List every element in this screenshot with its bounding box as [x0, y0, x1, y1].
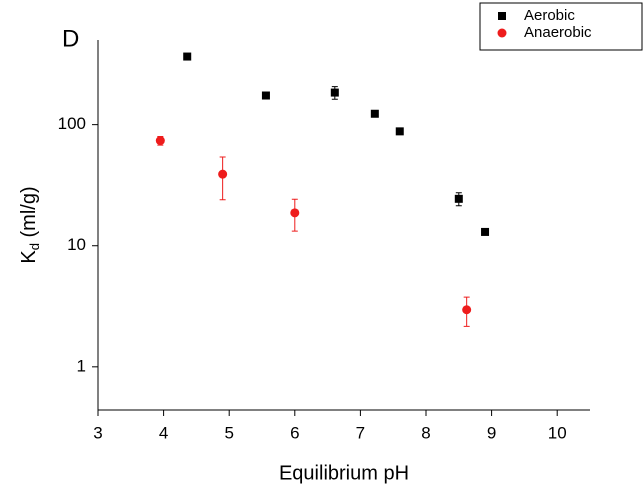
marker [454, 194, 463, 203]
x-tick-label: 10 [548, 423, 567, 442]
legend-box [479, 2, 643, 51]
marker [183, 52, 192, 61]
marker [155, 136, 165, 146]
x-tick-label: 8 [421, 423, 430, 442]
panel-label: D [62, 25, 79, 52]
y-label-sub: d [27, 243, 42, 250]
y-label-rest: (ml/g) [18, 186, 40, 243]
y-axis-label: Kd (ml/g) [18, 186, 42, 263]
y-tick-label: 10 [67, 235, 86, 254]
x-tick-label: 3 [93, 423, 102, 442]
marker [330, 88, 339, 97]
marker [218, 169, 228, 179]
x-tick-label: 5 [224, 423, 233, 442]
x-axis-label: Equilibrium pH [279, 462, 409, 484]
y-tick-label: 100 [58, 114, 86, 133]
y-label-base: K [18, 250, 40, 264]
marker [290, 208, 300, 218]
x-tick-label: 6 [290, 423, 299, 442]
y-tick-label: 1 [77, 356, 86, 375]
marker [497, 28, 507, 38]
marker [261, 91, 270, 100]
legend-label: Anaerobic [524, 24, 592, 41]
marker [370, 109, 379, 118]
legend-label: Aerobic [524, 7, 575, 24]
x-tick-label: 4 [159, 423, 168, 442]
x-tick-label: 9 [487, 423, 496, 442]
marker [498, 12, 506, 20]
x-tick-label: 7 [356, 423, 365, 442]
marker [481, 227, 490, 236]
marker [462, 305, 472, 315]
marker [395, 127, 404, 136]
